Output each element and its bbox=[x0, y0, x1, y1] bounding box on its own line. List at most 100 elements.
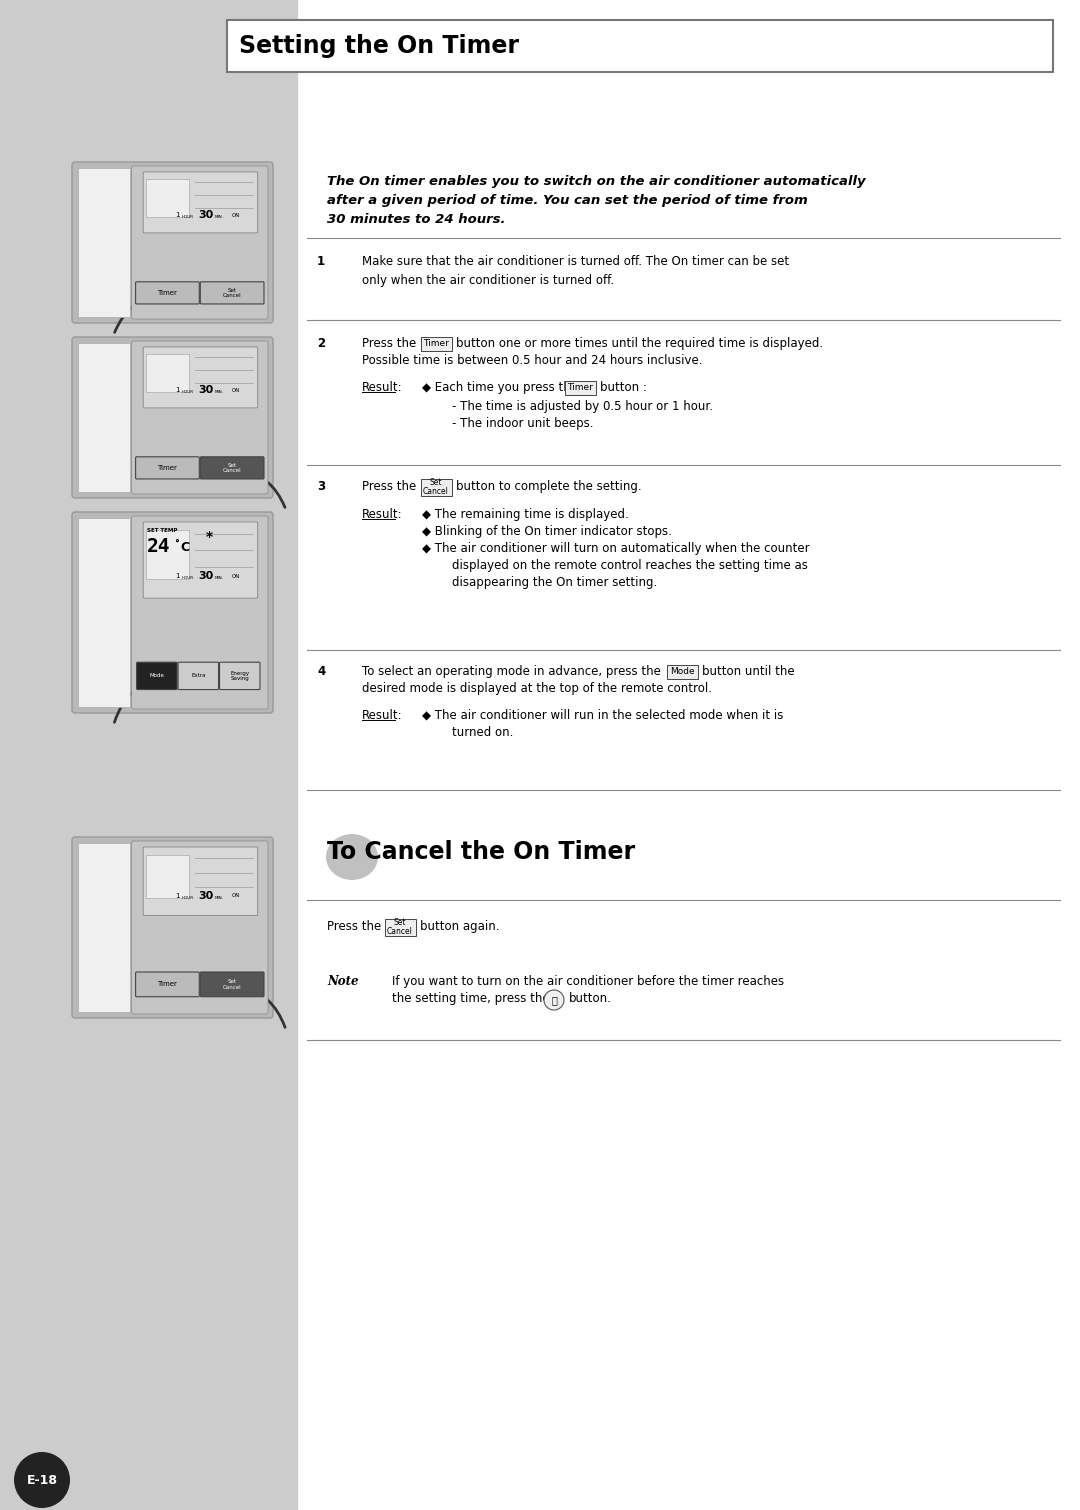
Text: 30: 30 bbox=[199, 891, 214, 901]
Text: The On timer enables you to switch on the air conditioner automatically
after a : The On timer enables you to switch on th… bbox=[327, 175, 866, 226]
Bar bbox=[147, 530, 189, 578]
Text: MIN.: MIN. bbox=[215, 391, 224, 394]
Text: ◆ The air conditioner will turn on automatically when the counter: ◆ The air conditioner will turn on autom… bbox=[422, 542, 810, 556]
Text: Press the: Press the bbox=[362, 480, 420, 492]
FancyBboxPatch shape bbox=[78, 518, 130, 707]
Text: ON: ON bbox=[232, 574, 241, 578]
Bar bbox=[147, 353, 189, 393]
Text: MIN.: MIN. bbox=[215, 577, 224, 580]
Text: disappearing the On timer setting.: disappearing the On timer setting. bbox=[453, 575, 658, 589]
Text: button until the: button until the bbox=[702, 664, 795, 678]
FancyBboxPatch shape bbox=[200, 282, 264, 304]
Text: 1: 1 bbox=[176, 574, 180, 580]
FancyBboxPatch shape bbox=[178, 663, 218, 690]
Text: Set
Cancel: Set Cancel bbox=[387, 918, 413, 936]
Text: Set
Cancel: Set Cancel bbox=[423, 479, 449, 495]
Text: Timer: Timer bbox=[158, 982, 177, 988]
Text: Mode: Mode bbox=[149, 673, 164, 678]
Text: Note: Note bbox=[327, 975, 359, 988]
Text: 30: 30 bbox=[199, 571, 214, 581]
FancyBboxPatch shape bbox=[72, 837, 273, 1018]
Text: ON: ON bbox=[232, 388, 241, 393]
FancyBboxPatch shape bbox=[132, 516, 268, 710]
Text: Press the: Press the bbox=[362, 337, 420, 350]
Bar bbox=[147, 178, 189, 217]
Text: Timer: Timer bbox=[567, 384, 593, 393]
Text: HOUR: HOUR bbox=[181, 216, 193, 219]
Text: HOUR: HOUR bbox=[181, 391, 193, 394]
Text: If you want to turn on the air conditioner before the timer reaches: If you want to turn on the air condition… bbox=[392, 975, 784, 988]
Text: HOUR: HOUR bbox=[181, 895, 193, 900]
FancyBboxPatch shape bbox=[78, 168, 130, 317]
FancyBboxPatch shape bbox=[72, 512, 273, 713]
FancyBboxPatch shape bbox=[72, 162, 273, 323]
FancyBboxPatch shape bbox=[144, 522, 258, 598]
FancyBboxPatch shape bbox=[136, 972, 200, 997]
Text: Mode: Mode bbox=[670, 667, 694, 676]
Text: Possible time is between 0.5 hour and 24 hours inclusive.: Possible time is between 0.5 hour and 24… bbox=[362, 353, 702, 367]
Text: 24: 24 bbox=[147, 538, 171, 556]
Text: Timer: Timer bbox=[158, 465, 177, 471]
Text: Timer: Timer bbox=[423, 340, 449, 349]
Text: *: * bbox=[206, 530, 213, 544]
Text: ON: ON bbox=[232, 213, 241, 217]
Text: 1: 1 bbox=[176, 213, 180, 219]
Text: ◆ The remaining time is displayed.: ◆ The remaining time is displayed. bbox=[422, 507, 629, 521]
Bar bbox=[147, 855, 189, 898]
Text: Timer: Timer bbox=[158, 290, 177, 296]
Text: 1: 1 bbox=[318, 255, 325, 267]
Text: Set
Cancel: Set Cancel bbox=[222, 288, 242, 297]
Text: Make sure that the air conditioner is turned off. The On timer can be set
only w: Make sure that the air conditioner is tu… bbox=[362, 255, 789, 287]
Text: SET TEMP: SET TEMP bbox=[147, 528, 177, 533]
Text: turned on.: turned on. bbox=[453, 726, 513, 738]
Text: 30: 30 bbox=[199, 210, 214, 220]
Text: Setting the On Timer: Setting the On Timer bbox=[239, 35, 518, 57]
Bar bbox=[0, 0, 297, 1510]
FancyBboxPatch shape bbox=[78, 843, 130, 1012]
Text: the setting time, press the: the setting time, press the bbox=[392, 992, 553, 1006]
Text: Press the: Press the bbox=[327, 920, 384, 933]
FancyBboxPatch shape bbox=[136, 663, 177, 690]
Text: ⏻: ⏻ bbox=[551, 995, 557, 1006]
Text: 1: 1 bbox=[176, 892, 180, 898]
FancyBboxPatch shape bbox=[132, 166, 268, 319]
Text: - The indoor unit beeps.: - The indoor unit beeps. bbox=[453, 417, 594, 430]
FancyBboxPatch shape bbox=[384, 918, 416, 936]
FancyBboxPatch shape bbox=[78, 343, 130, 492]
Text: 2: 2 bbox=[318, 337, 325, 350]
Text: To Cancel the On Timer: To Cancel the On Timer bbox=[327, 840, 635, 864]
Text: Set
Cancel: Set Cancel bbox=[222, 462, 242, 473]
Circle shape bbox=[14, 1453, 70, 1508]
Text: ◆ The air conditioner will run in the selected mode when it is: ◆ The air conditioner will run in the se… bbox=[422, 710, 783, 722]
Text: button again.: button again. bbox=[420, 920, 499, 933]
FancyBboxPatch shape bbox=[200, 972, 264, 997]
Text: Result:: Result: bbox=[362, 381, 403, 394]
Text: MIN.: MIN. bbox=[215, 895, 224, 900]
Text: Energy
Saving: Energy Saving bbox=[230, 670, 249, 681]
Text: 4: 4 bbox=[318, 664, 325, 678]
Text: Result:: Result: bbox=[362, 710, 403, 722]
FancyBboxPatch shape bbox=[132, 841, 268, 1015]
Text: °: ° bbox=[174, 539, 179, 550]
Text: desired mode is displayed at the top of the remote control.: desired mode is displayed at the top of … bbox=[362, 683, 712, 695]
Text: 1: 1 bbox=[176, 388, 180, 394]
FancyBboxPatch shape bbox=[144, 347, 258, 408]
Text: ON: ON bbox=[232, 894, 241, 898]
FancyBboxPatch shape bbox=[227, 20, 1053, 72]
Text: C: C bbox=[180, 541, 189, 554]
FancyBboxPatch shape bbox=[132, 341, 268, 494]
Text: Set
Cancel: Set Cancel bbox=[222, 978, 242, 989]
FancyBboxPatch shape bbox=[144, 847, 258, 915]
FancyBboxPatch shape bbox=[565, 381, 595, 396]
Text: button :: button : bbox=[600, 381, 647, 394]
FancyBboxPatch shape bbox=[136, 282, 200, 304]
Text: displayed on the remote control reaches the setting time as: displayed on the remote control reaches … bbox=[453, 559, 808, 572]
Text: ◆ Each time you press the: ◆ Each time you press the bbox=[422, 381, 582, 394]
Text: ◆ Blinking of the On timer indicator stops.: ◆ Blinking of the On timer indicator sto… bbox=[422, 525, 672, 538]
Text: E-18: E-18 bbox=[27, 1474, 57, 1486]
FancyBboxPatch shape bbox=[144, 172, 258, 233]
Text: button.: button. bbox=[569, 992, 612, 1006]
FancyBboxPatch shape bbox=[420, 337, 451, 350]
Text: button to complete the setting.: button to complete the setting. bbox=[456, 480, 642, 492]
FancyBboxPatch shape bbox=[420, 479, 451, 495]
